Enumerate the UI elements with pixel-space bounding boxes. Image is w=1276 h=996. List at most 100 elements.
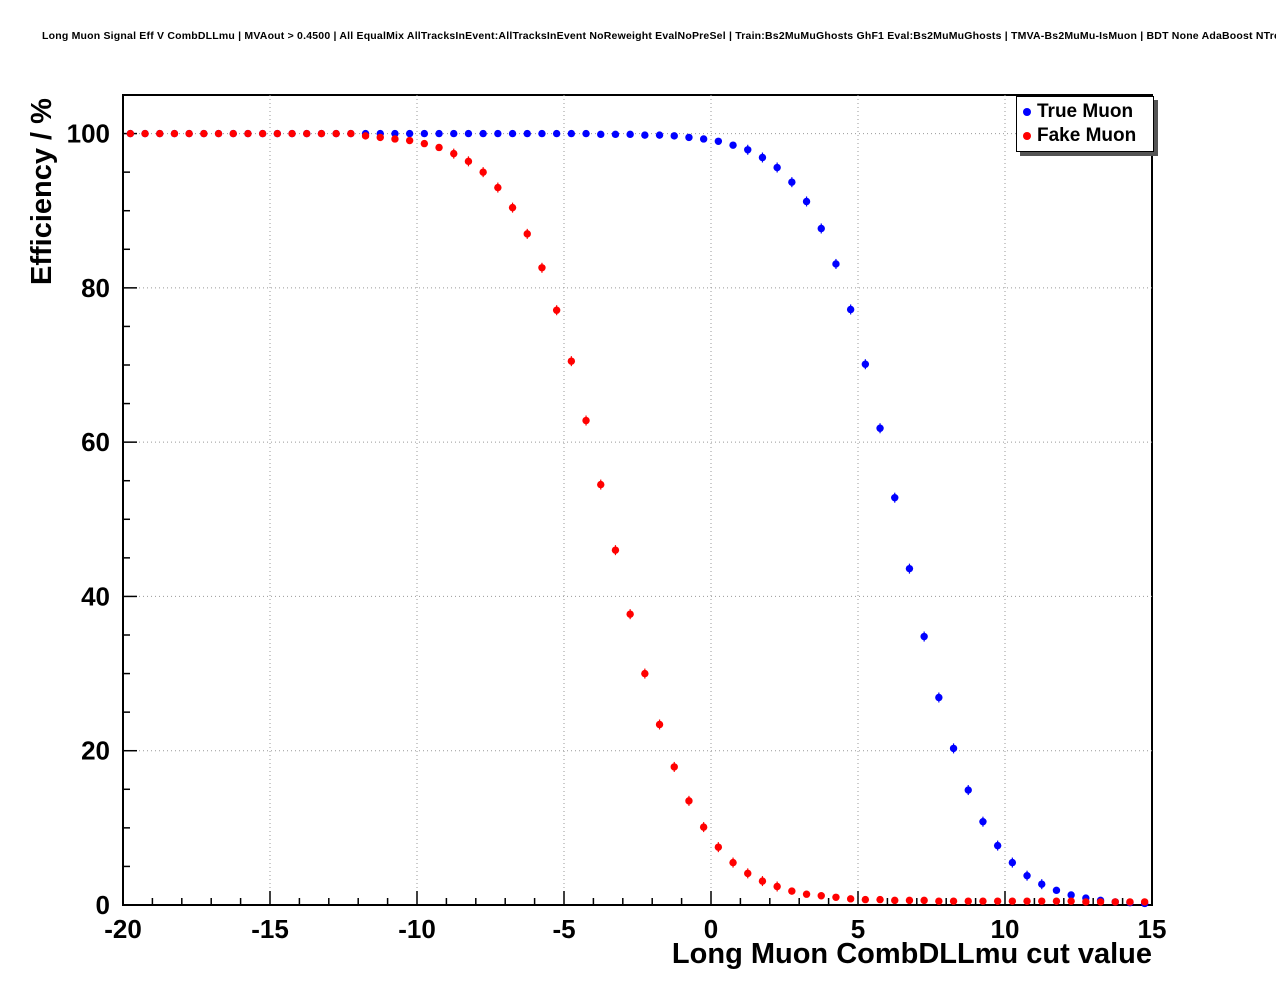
data-point: [832, 260, 840, 268]
data-point: [1140, 898, 1149, 906]
data-point: [552, 129, 561, 138]
data-point: [905, 896, 914, 905]
data-point: [200, 129, 208, 138]
x-tick-label: -15: [251, 914, 289, 944]
plot-header-title: Long Muon Signal Eff V CombDLLmu | MVAou…: [42, 30, 1276, 42]
data-point: [744, 146, 752, 154]
data-point: [670, 763, 678, 771]
data-point: [479, 129, 487, 138]
data-point: [273, 129, 282, 138]
x-tick-label: -5: [552, 914, 575, 944]
data-point: [773, 163, 781, 172]
data-point: [185, 129, 193, 138]
data-point: [641, 131, 649, 139]
data-point: [655, 720, 664, 729]
legend-label-fake-muon: Fake Muon: [1037, 125, 1137, 146]
data-point: [920, 632, 928, 641]
data-point: [567, 129, 576, 138]
data-point: [405, 129, 414, 138]
data-point: [229, 129, 237, 138]
data-point: [464, 129, 473, 138]
data-point: [1008, 897, 1017, 905]
data-point: [170, 129, 179, 138]
data-point: [288, 129, 296, 138]
data-point: [214, 129, 223, 138]
data-point: [891, 896, 899, 905]
data-point: [1023, 897, 1031, 905]
data-point: [332, 129, 340, 138]
data-point: [714, 137, 723, 145]
data-point: [450, 149, 458, 158]
y-tick-label: 0: [96, 890, 110, 920]
data-point: [538, 129, 546, 138]
data-point: [538, 264, 546, 272]
data-point: [1067, 897, 1075, 905]
data-point: [1067, 891, 1075, 899]
data-point: [582, 129, 590, 138]
data-point: [832, 893, 840, 901]
data-point: [1052, 886, 1061, 895]
x-tick-label: 15: [1138, 914, 1167, 944]
data-point: [699, 135, 708, 143]
data-point: [1126, 898, 1134, 906]
data-point: [846, 895, 855, 903]
y-tick-label: 80: [81, 273, 110, 303]
data-point: [420, 129, 429, 138]
data-point: [788, 178, 796, 186]
x-tick-label: 5: [851, 914, 865, 944]
data-point: [758, 877, 767, 885]
data-point: [1082, 898, 1090, 906]
legend-label-true-muon: True Muon: [1037, 101, 1134, 122]
data-point: [670, 132, 678, 140]
data-point: [435, 143, 443, 152]
x-tick-label: -20: [104, 914, 142, 944]
data-point: [905, 564, 914, 573]
data-point: [861, 360, 870, 368]
legend-entry-fake-muon: Fake Muon: [1017, 124, 1153, 148]
true-muon-marker-icon: [1023, 108, 1031, 116]
data-point: [935, 897, 943, 905]
data-point: [729, 858, 737, 867]
data-point: [993, 841, 1002, 850]
data-point: [156, 129, 164, 138]
data-point: [876, 895, 884, 904]
data-point: [420, 139, 429, 148]
data-point: [744, 869, 752, 878]
plot-frame: [122, 94, 1153, 906]
y-tick-label: 40: [81, 581, 110, 611]
data-point: [494, 129, 502, 138]
data-point: [1052, 897, 1061, 905]
data-point: [802, 197, 811, 206]
data-point: [347, 129, 355, 138]
data-point: [655, 131, 664, 139]
data-point: [626, 130, 634, 139]
data-point: [435, 129, 443, 138]
y-tick-label: 60: [81, 427, 110, 457]
data-point: [391, 129, 399, 138]
data-point: [450, 129, 458, 138]
data-point: [405, 136, 414, 145]
data-point: [685, 797, 693, 805]
data-point: [597, 130, 605, 139]
data-point: [817, 892, 825, 900]
data-point: [361, 132, 370, 140]
y-tick-label: 100: [67, 119, 110, 149]
data-point: [391, 135, 399, 143]
data-point: [817, 224, 825, 233]
data-point: [861, 895, 870, 904]
data-point: [494, 183, 502, 192]
data-point: [126, 129, 135, 138]
legend-entry-true-muon: True Muon: [1017, 100, 1153, 124]
data-point: [1038, 897, 1046, 905]
data-point: [523, 129, 531, 138]
data-point: [1023, 871, 1031, 880]
x-tick-label: 0: [704, 914, 718, 944]
data-point: [1096, 898, 1105, 906]
data-point: [920, 896, 928, 905]
data-point: [317, 129, 326, 138]
data-point: [508, 129, 517, 138]
data-point: [258, 129, 267, 138]
data-point: [802, 890, 811, 898]
x-tick-label: 10: [991, 914, 1020, 944]
